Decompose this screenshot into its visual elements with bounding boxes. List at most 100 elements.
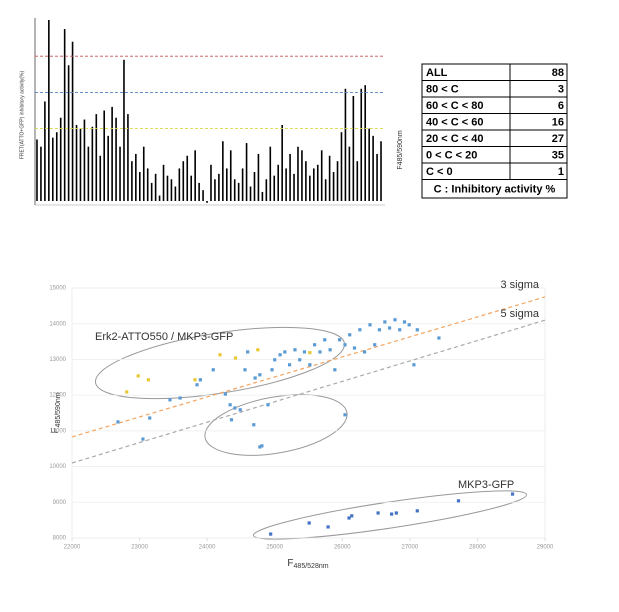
- point: [266, 403, 270, 407]
- x-tick-label: 27000: [402, 545, 419, 551]
- point: [168, 398, 172, 402]
- bar: [289, 153, 291, 201]
- y-axis-label: F485/590nm: [50, 392, 62, 433]
- bar: [249, 186, 252, 201]
- point: [233, 406, 237, 410]
- bar: [142, 146, 145, 201]
- bar: [372, 135, 374, 201]
- y-tick-label: 12000: [49, 393, 66, 399]
- point: [258, 373, 262, 377]
- summary-table: ALL 88 80 < C 3 60 < C < 80 6 40 < C < 60 16 20 …: [421, 63, 568, 199]
- point: [223, 392, 227, 396]
- bar: [312, 168, 315, 201]
- point: [258, 445, 262, 449]
- table-label: 60 < C < 80: [426, 100, 484, 112]
- bar: [305, 161, 307, 201]
- bar: [214, 179, 216, 201]
- point: [270, 368, 274, 372]
- bar: [241, 168, 244, 201]
- table-label: 40 < C < 60: [426, 117, 484, 129]
- bar: [123, 59, 125, 201]
- point: [283, 350, 287, 354]
- bar: [186, 155, 189, 201]
- bar: [229, 150, 232, 201]
- table-count: 6: [558, 100, 564, 112]
- point: [253, 376, 257, 380]
- y-tick-label: 15000: [49, 286, 66, 292]
- bar: [115, 117, 117, 201]
- bar: [336, 161, 339, 201]
- bar: [48, 20, 50, 201]
- point: [298, 358, 302, 362]
- plot-area: [71, 287, 546, 539]
- x-tick-label: 23000: [131, 545, 148, 551]
- point: [398, 328, 402, 332]
- bar: [67, 65, 70, 201]
- point: [415, 328, 419, 332]
- bar: [63, 29, 66, 201]
- bar: [59, 117, 62, 201]
- point: [195, 383, 199, 387]
- bar: [146, 168, 149, 201]
- table-count: 35: [552, 150, 564, 162]
- point: [307, 521, 311, 525]
- bar: [376, 153, 378, 201]
- sigma-line: [71, 319, 546, 464]
- bar: [324, 179, 327, 201]
- bar: [107, 135, 109, 201]
- point: [362, 350, 367, 354]
- bar: [178, 168, 181, 201]
- point: [243, 368, 247, 372]
- table-label: 80 < C: [426, 84, 459, 96]
- point: [437, 336, 441, 340]
- bar: [356, 161, 359, 201]
- point: [415, 509, 419, 513]
- table-footer-box: [421, 179, 568, 199]
- bar: [135, 153, 137, 201]
- bar: [261, 191, 264, 201]
- point: [350, 514, 354, 518]
- y-tick-label: 14000: [49, 321, 66, 327]
- point: [318, 350, 322, 354]
- y2-axis-label: F485/590nm: [397, 130, 404, 169]
- x-axis-label: F485/528nm: [287, 558, 328, 570]
- point: [287, 363, 292, 367]
- table-count: 27: [552, 133, 564, 145]
- bar: [380, 141, 382, 201]
- bar: [103, 110, 106, 201]
- bar: [162, 164, 165, 201]
- point: [328, 348, 332, 352]
- point: [229, 418, 234, 422]
- bar: [182, 161, 185, 201]
- bar: [119, 146, 121, 201]
- bar: [71, 41, 74, 201]
- bar: [281, 124, 283, 201]
- bar: [190, 175, 193, 201]
- table-label: C < 0: [426, 166, 453, 178]
- point: [343, 413, 347, 417]
- y-axis-label-main: F: [50, 427, 61, 433]
- bar: [202, 190, 204, 201]
- x-axis-label-main: F: [287, 558, 293, 569]
- bar: [340, 132, 343, 201]
- point: [312, 343, 317, 347]
- point: [308, 363, 312, 367]
- bar: [309, 175, 311, 201]
- bar: [277, 164, 280, 201]
- bar: [222, 141, 224, 201]
- bar: [44, 101, 46, 201]
- point: [390, 512, 394, 516]
- bar: [111, 106, 113, 201]
- bar: [316, 164, 319, 201]
- point: [125, 390, 129, 394]
- bar: [95, 114, 98, 201]
- point: [116, 420, 120, 424]
- bar: [285, 168, 287, 201]
- point: [302, 350, 307, 354]
- bar: [245, 143, 248, 201]
- point: [402, 320, 407, 324]
- bar: [99, 155, 102, 201]
- table-label: 20 < C < 40: [426, 133, 484, 145]
- point: [273, 358, 277, 362]
- point: [407, 323, 411, 327]
